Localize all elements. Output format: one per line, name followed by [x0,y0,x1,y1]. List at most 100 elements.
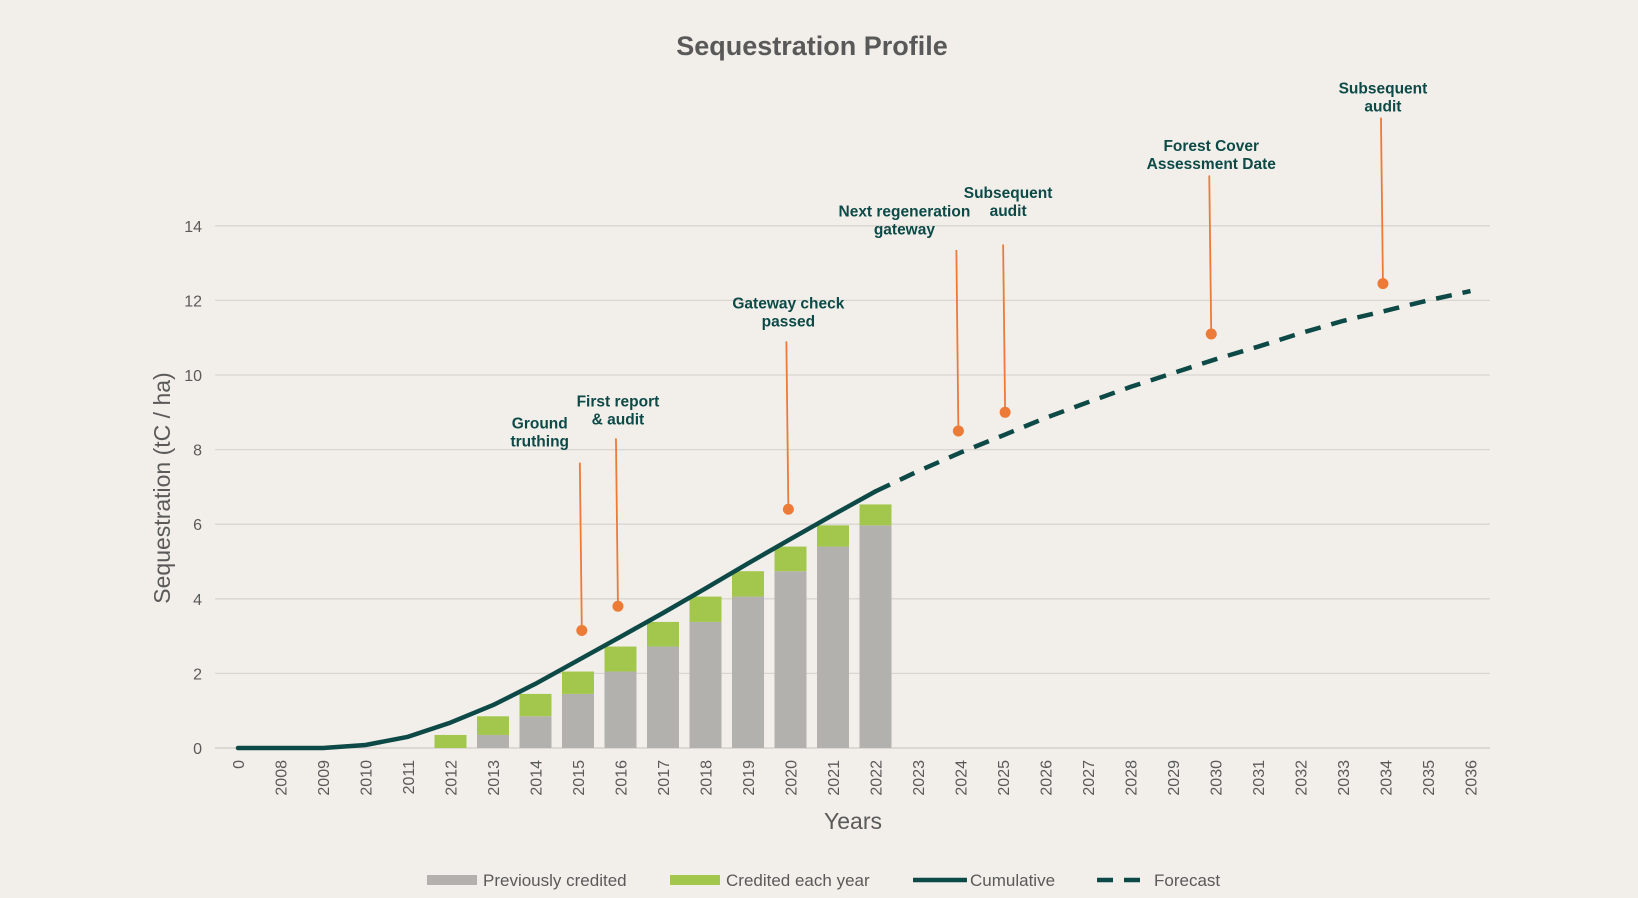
annotation-leader-line [1208,175,1213,334]
annotation-leader-line [1002,244,1007,413]
bar-previously-credited [519,716,552,748]
y-tick-label: 6 [193,517,202,534]
annotation-label: Forest Cover [1163,138,1259,155]
bar-credited-each-year [519,693,552,717]
x-tick-label: 2032 [1294,760,1311,796]
x-tick-label: 2017 [656,760,673,796]
annotation-label: Next regeneration [839,203,971,220]
annotation-label: passed [762,314,815,331]
bar-previously-credited [562,693,594,748]
annotation-label: Gateway check [732,296,844,313]
legend-swatch [670,875,720,885]
legend-label: Credited each year [726,871,870,890]
annotation-leader-line [785,341,790,510]
forecast-line [874,288,1471,494]
annotation-label: Subsequent [964,185,1053,202]
x-tick-label: 2023 [911,760,928,796]
annotation-label: & audit [592,412,645,429]
x-tick-label: 2011 [401,760,418,795]
legend-item: Forecast [1097,871,1220,890]
bar-credited-each-year [477,716,509,735]
bar-previously-credited [774,571,807,748]
legend-swatch [427,875,477,885]
x-tick-label: 2022 [869,760,886,796]
x-tick-label: 2019 [741,760,758,796]
x-tick-label: 2033 [1336,760,1353,796]
x-tick-label: 2025 [996,760,1013,796]
legend-item: Cumulative [913,871,1055,890]
bar-previously-credited [604,671,637,748]
x-tick-label: 2031 [1251,760,1268,796]
x-tick-label: 2035 [1421,760,1438,796]
x-tick-label: 2034 [1379,760,1396,796]
bar-credited-each-year [562,671,594,694]
annotation-marker [1377,278,1389,290]
y-tick-label: 8 [193,443,202,460]
annotation-marker [999,406,1011,418]
legend-item: Previously credited [427,871,627,890]
x-tick-label: 2027 [1081,760,1098,796]
x-tick-label: 2020 [784,760,801,796]
annotation: First report& audit [577,394,660,612]
x-tick-label: 2028 [1124,760,1141,796]
bar-credited-each-year [604,646,637,672]
x-tick-label: 2009 [316,760,333,796]
annotation-marker [612,600,624,612]
bar-credited-each-year [647,621,679,647]
y-tick-label: 14 [184,219,202,236]
x-tick-label: 2012 [444,760,461,796]
bar-previously-credited [859,525,892,748]
annotation-leader-line [1380,117,1384,284]
annotation-marker [782,503,794,515]
annotation-label: Subsequent [1339,80,1428,97]
x-tick-label: 2026 [1039,760,1056,796]
lines [235,288,1471,751]
annotation-label: Ground [512,416,568,433]
y-axis-ticks: 0 2 4 6 8 10 12 14 [184,219,202,758]
x-tick-label: 2036 [1464,760,1481,796]
cumulative-line [235,489,878,751]
annotation-label: gateway [874,221,936,238]
y-tick-label: 2 [193,666,202,683]
y-tick-label: 0 [193,741,202,758]
bar-credited-each-year [859,504,892,526]
bar-credited-each-year [774,546,807,572]
annotation-leader-line [615,438,619,607]
x-tick-label: 2010 [359,760,376,796]
x-axis-title: Years [824,808,882,834]
bar-previously-credited [732,596,764,748]
annotation-label: First report [577,394,660,411]
annotation-leader-line [955,250,960,431]
bar-previously-credited [647,646,679,748]
bar-credited-each-year [434,734,467,748]
bar-credited-each-year [732,571,764,597]
x-tick-label: 2029 [1166,760,1183,796]
chart-title: Sequestration Profile [676,31,948,61]
annotation-marker [1205,328,1217,340]
y-axis-title: Sequestration (tC / ha) [149,372,175,603]
bar-credited-each-year [817,525,849,547]
x-axis-ticks: 0 2008 2009 2010 2011 2012 2013 2014 2015 2016 201… [231,760,1481,796]
annotation-label: audit [990,203,1027,220]
bar-previously-credited [689,621,722,748]
bar-previously-credited [477,734,509,748]
bar-previously-credited [817,546,849,748]
x-tick-label: 2015 [571,760,588,796]
legend-label: Cumulative [970,871,1055,890]
x-tick-label: 2013 [486,760,503,796]
x-tick-label: 2016 [614,760,631,796]
x-tick-label: 2030 [1209,760,1226,796]
y-tick-label: 12 [184,293,202,310]
gridlines [215,225,1490,749]
bars [434,504,892,748]
x-tick-label: 2018 [699,760,716,796]
